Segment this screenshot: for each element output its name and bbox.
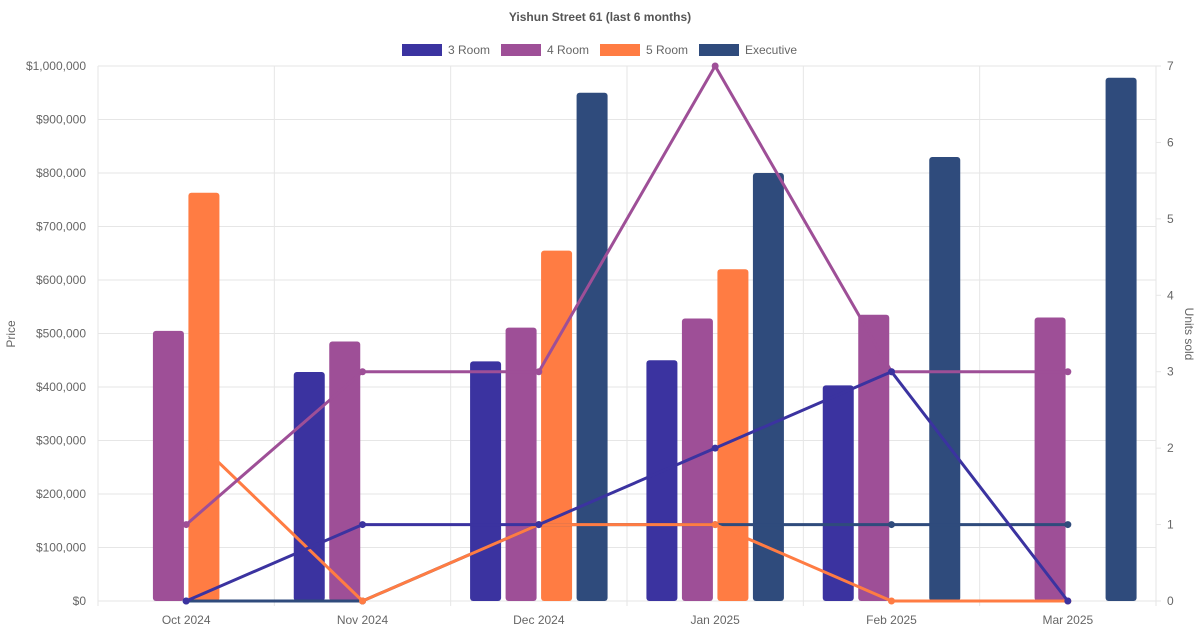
point-3-room[interactable] bbox=[535, 521, 543, 529]
legend-swatch bbox=[699, 44, 739, 56]
legend-label: 4 Room bbox=[547, 43, 589, 57]
bar-5-room[interactable] bbox=[541, 250, 573, 601]
y2-tick-label: 2 bbox=[1167, 441, 1174, 455]
bar-4-room[interactable] bbox=[329, 341, 361, 601]
bar-executive[interactable] bbox=[576, 92, 608, 601]
point-3-room[interactable] bbox=[359, 521, 366, 529]
bars bbox=[152, 77, 1137, 602]
legend-item-executive[interactable]: Executive bbox=[699, 43, 797, 57]
chart-title: Yishun Street 61 (last 6 months) bbox=[509, 10, 691, 24]
point-4-room[interactable] bbox=[711, 62, 719, 70]
legend-item-4-room[interactable]: 4 Room bbox=[501, 43, 589, 57]
legend-item-5-room[interactable]: 5 Room bbox=[600, 43, 688, 57]
y-tick-label: $200,000 bbox=[36, 487, 86, 501]
bar-executive[interactable] bbox=[752, 173, 784, 601]
point-3-room[interactable] bbox=[182, 597, 190, 605]
bar-executive[interactable] bbox=[929, 156, 961, 601]
unit-lines bbox=[182, 62, 1072, 605]
bar-4-room[interactable] bbox=[858, 314, 890, 601]
y-tick-label: $400,000 bbox=[36, 380, 86, 394]
x-tick-label: Dec 2024 bbox=[513, 613, 565, 627]
legend-swatch bbox=[600, 44, 640, 56]
bar-5-room[interactable] bbox=[188, 192, 220, 602]
x-tick-label: Jan 2025 bbox=[690, 613, 740, 627]
bar-3-room[interactable] bbox=[293, 372, 325, 601]
y-tick-label: $800,000 bbox=[36, 166, 86, 180]
point-5-room[interactable] bbox=[200, 444, 208, 452]
y-tick-label: $500,000 bbox=[36, 327, 86, 341]
x-tick-label: Feb 2025 bbox=[866, 613, 917, 627]
point-4-room[interactable] bbox=[1064, 368, 1072, 376]
line-4-room bbox=[185, 64, 1068, 526]
line-5-room bbox=[202, 447, 1068, 603]
legend-label: 3 Room bbox=[448, 43, 490, 57]
point-3-room[interactable] bbox=[888, 368, 895, 376]
legend-label: Executive bbox=[745, 43, 797, 57]
bar-5-room[interactable] bbox=[717, 269, 749, 601]
point-4-room[interactable] bbox=[359, 368, 366, 376]
x-tick-label: Nov 2024 bbox=[337, 613, 389, 627]
point-executive[interactable] bbox=[1064, 521, 1072, 529]
point-3-room[interactable] bbox=[711, 444, 719, 452]
y2-tick-label: 0 bbox=[1167, 594, 1174, 608]
y-axis-left: $0 $100,000 $200,000 $300,000 $400,000 $500,0… bbox=[26, 59, 86, 608]
point-5-room[interactable] bbox=[711, 521, 719, 529]
y-tick-label: $300,000 bbox=[36, 434, 86, 448]
point-executive[interactable] bbox=[888, 521, 895, 529]
y2-tick-label: 4 bbox=[1167, 288, 1174, 302]
legend[interactable]: 3 Room 4 Room 5 Room Executive bbox=[402, 43, 797, 57]
x-tick-label: Oct 2024 bbox=[162, 613, 211, 627]
y-tick-label: $600,000 bbox=[36, 273, 86, 287]
point-5-room[interactable] bbox=[888, 597, 895, 605]
y2-tick-label: 5 bbox=[1167, 212, 1174, 226]
bar-3-room[interactable] bbox=[470, 361, 502, 601]
y-axis-right: 0 1 2 3 4 5 6 7 bbox=[1156, 59, 1174, 608]
bar-4-room[interactable] bbox=[1034, 317, 1066, 601]
y-tick-label: $0 bbox=[73, 594, 87, 608]
point-4-room[interactable] bbox=[182, 521, 190, 529]
bar-3-room[interactable] bbox=[822, 385, 854, 601]
bar-4-room[interactable] bbox=[505, 327, 537, 601]
y2-tick-label: 6 bbox=[1167, 135, 1174, 149]
y-tick-label: $100,000 bbox=[36, 541, 86, 555]
y2-tick-label: 3 bbox=[1167, 365, 1174, 379]
y-axis-label: Price bbox=[4, 320, 18, 348]
point-5-room[interactable] bbox=[359, 597, 366, 605]
grid-lines bbox=[97, 65, 1157, 606]
legend-label: 5 Room bbox=[646, 43, 688, 57]
bar-3-room[interactable] bbox=[646, 360, 678, 601]
x-tick-label: Mar 2025 bbox=[1042, 613, 1093, 627]
legend-swatch bbox=[402, 44, 442, 56]
y2-tick-label: 1 bbox=[1167, 518, 1174, 532]
x-axis: Oct 2024 Nov 2024 Dec 2024 Jan 2025 Feb 2025… bbox=[162, 613, 1094, 627]
legend-item-3-room[interactable]: 3 Room bbox=[402, 43, 490, 57]
bar-4-room[interactable] bbox=[152, 330, 184, 601]
bar-4-room[interactable] bbox=[681, 318, 713, 601]
y-tick-label: $700,000 bbox=[36, 220, 86, 234]
y2-tick-label: 7 bbox=[1167, 59, 1174, 73]
bar-executive[interactable] bbox=[1105, 77, 1137, 601]
y-tick-label: $900,000 bbox=[36, 113, 86, 127]
point-3-room[interactable] bbox=[1064, 597, 1072, 605]
y2-axis-label: Units sold bbox=[1182, 308, 1196, 361]
line-3-room bbox=[185, 370, 1070, 603]
y-tick-label: $1,000,000 bbox=[26, 59, 86, 73]
legend-swatch bbox=[501, 44, 541, 56]
point-4-room[interactable] bbox=[535, 368, 543, 376]
